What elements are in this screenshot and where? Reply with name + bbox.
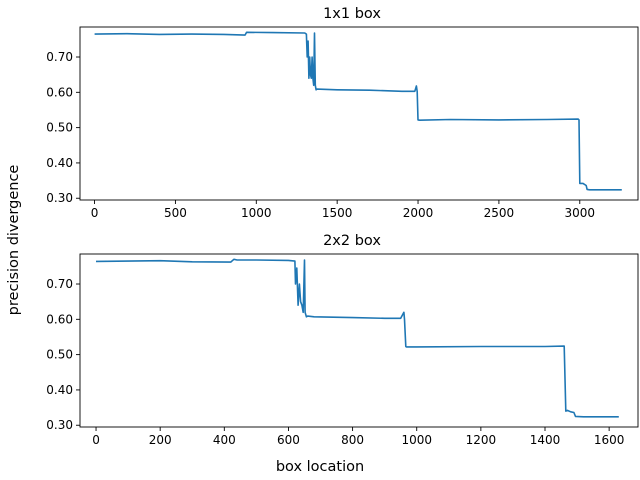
y-tick-label: 0.60 (46, 85, 73, 99)
x-tick-label: 200 (149, 433, 172, 447)
x-tick-label: 0 (91, 206, 99, 220)
y-tick-label: 0.30 (46, 191, 73, 205)
y-tick-label: 0.50 (46, 121, 73, 135)
y-axis-label: precision divergence (6, 165, 22, 316)
y-tick-label: 0.40 (46, 383, 73, 397)
x-tick-label: 1600 (594, 433, 625, 447)
subplot-title: 1x1 box (323, 6, 381, 22)
y-tick-label: 0.30 (46, 418, 73, 432)
x-tick-label: 1200 (466, 433, 497, 447)
x-tick-label: 3000 (565, 206, 596, 220)
x-tick-label: 1400 (530, 433, 561, 447)
x-tick-label: 500 (164, 206, 187, 220)
y-tick-label: 0.60 (46, 312, 73, 326)
subplot-2x2-box: 2x2 box 0 200 400 600 800 1000 1200 1400 1600 0.3… (46, 233, 639, 447)
subplot-title: 2x2 box (323, 233, 381, 249)
x-tick-label: 2000 (403, 206, 434, 220)
x-tick-label: 2500 (484, 206, 515, 220)
axes-frame (79, 26, 639, 201)
x-tick-label: 1000 (241, 206, 272, 220)
x-tick-label: 1000 (401, 433, 432, 447)
y-tick-label: 0.50 (46, 348, 73, 362)
x-tick-label: 1500 (322, 206, 353, 220)
x-axis-label: box location (276, 459, 364, 475)
subplot-1x1-box: 1x1 box 0 500 1000 1500 2000 2500 3000 0.30 0.40… (46, 6, 639, 220)
axes-frame (79, 253, 639, 428)
x-tick-label: 0 (92, 433, 100, 447)
x-tick-label: 400 (213, 433, 236, 447)
y-tick-label: 0.40 (46, 156, 73, 170)
y-tick-label: 0.70 (46, 277, 73, 291)
x-tick-label: 600 (277, 433, 300, 447)
y-tick-label: 0.70 (46, 50, 73, 64)
series-line (95, 258, 619, 418)
series-line (94, 31, 622, 191)
x-tick-label: 800 (341, 433, 364, 447)
